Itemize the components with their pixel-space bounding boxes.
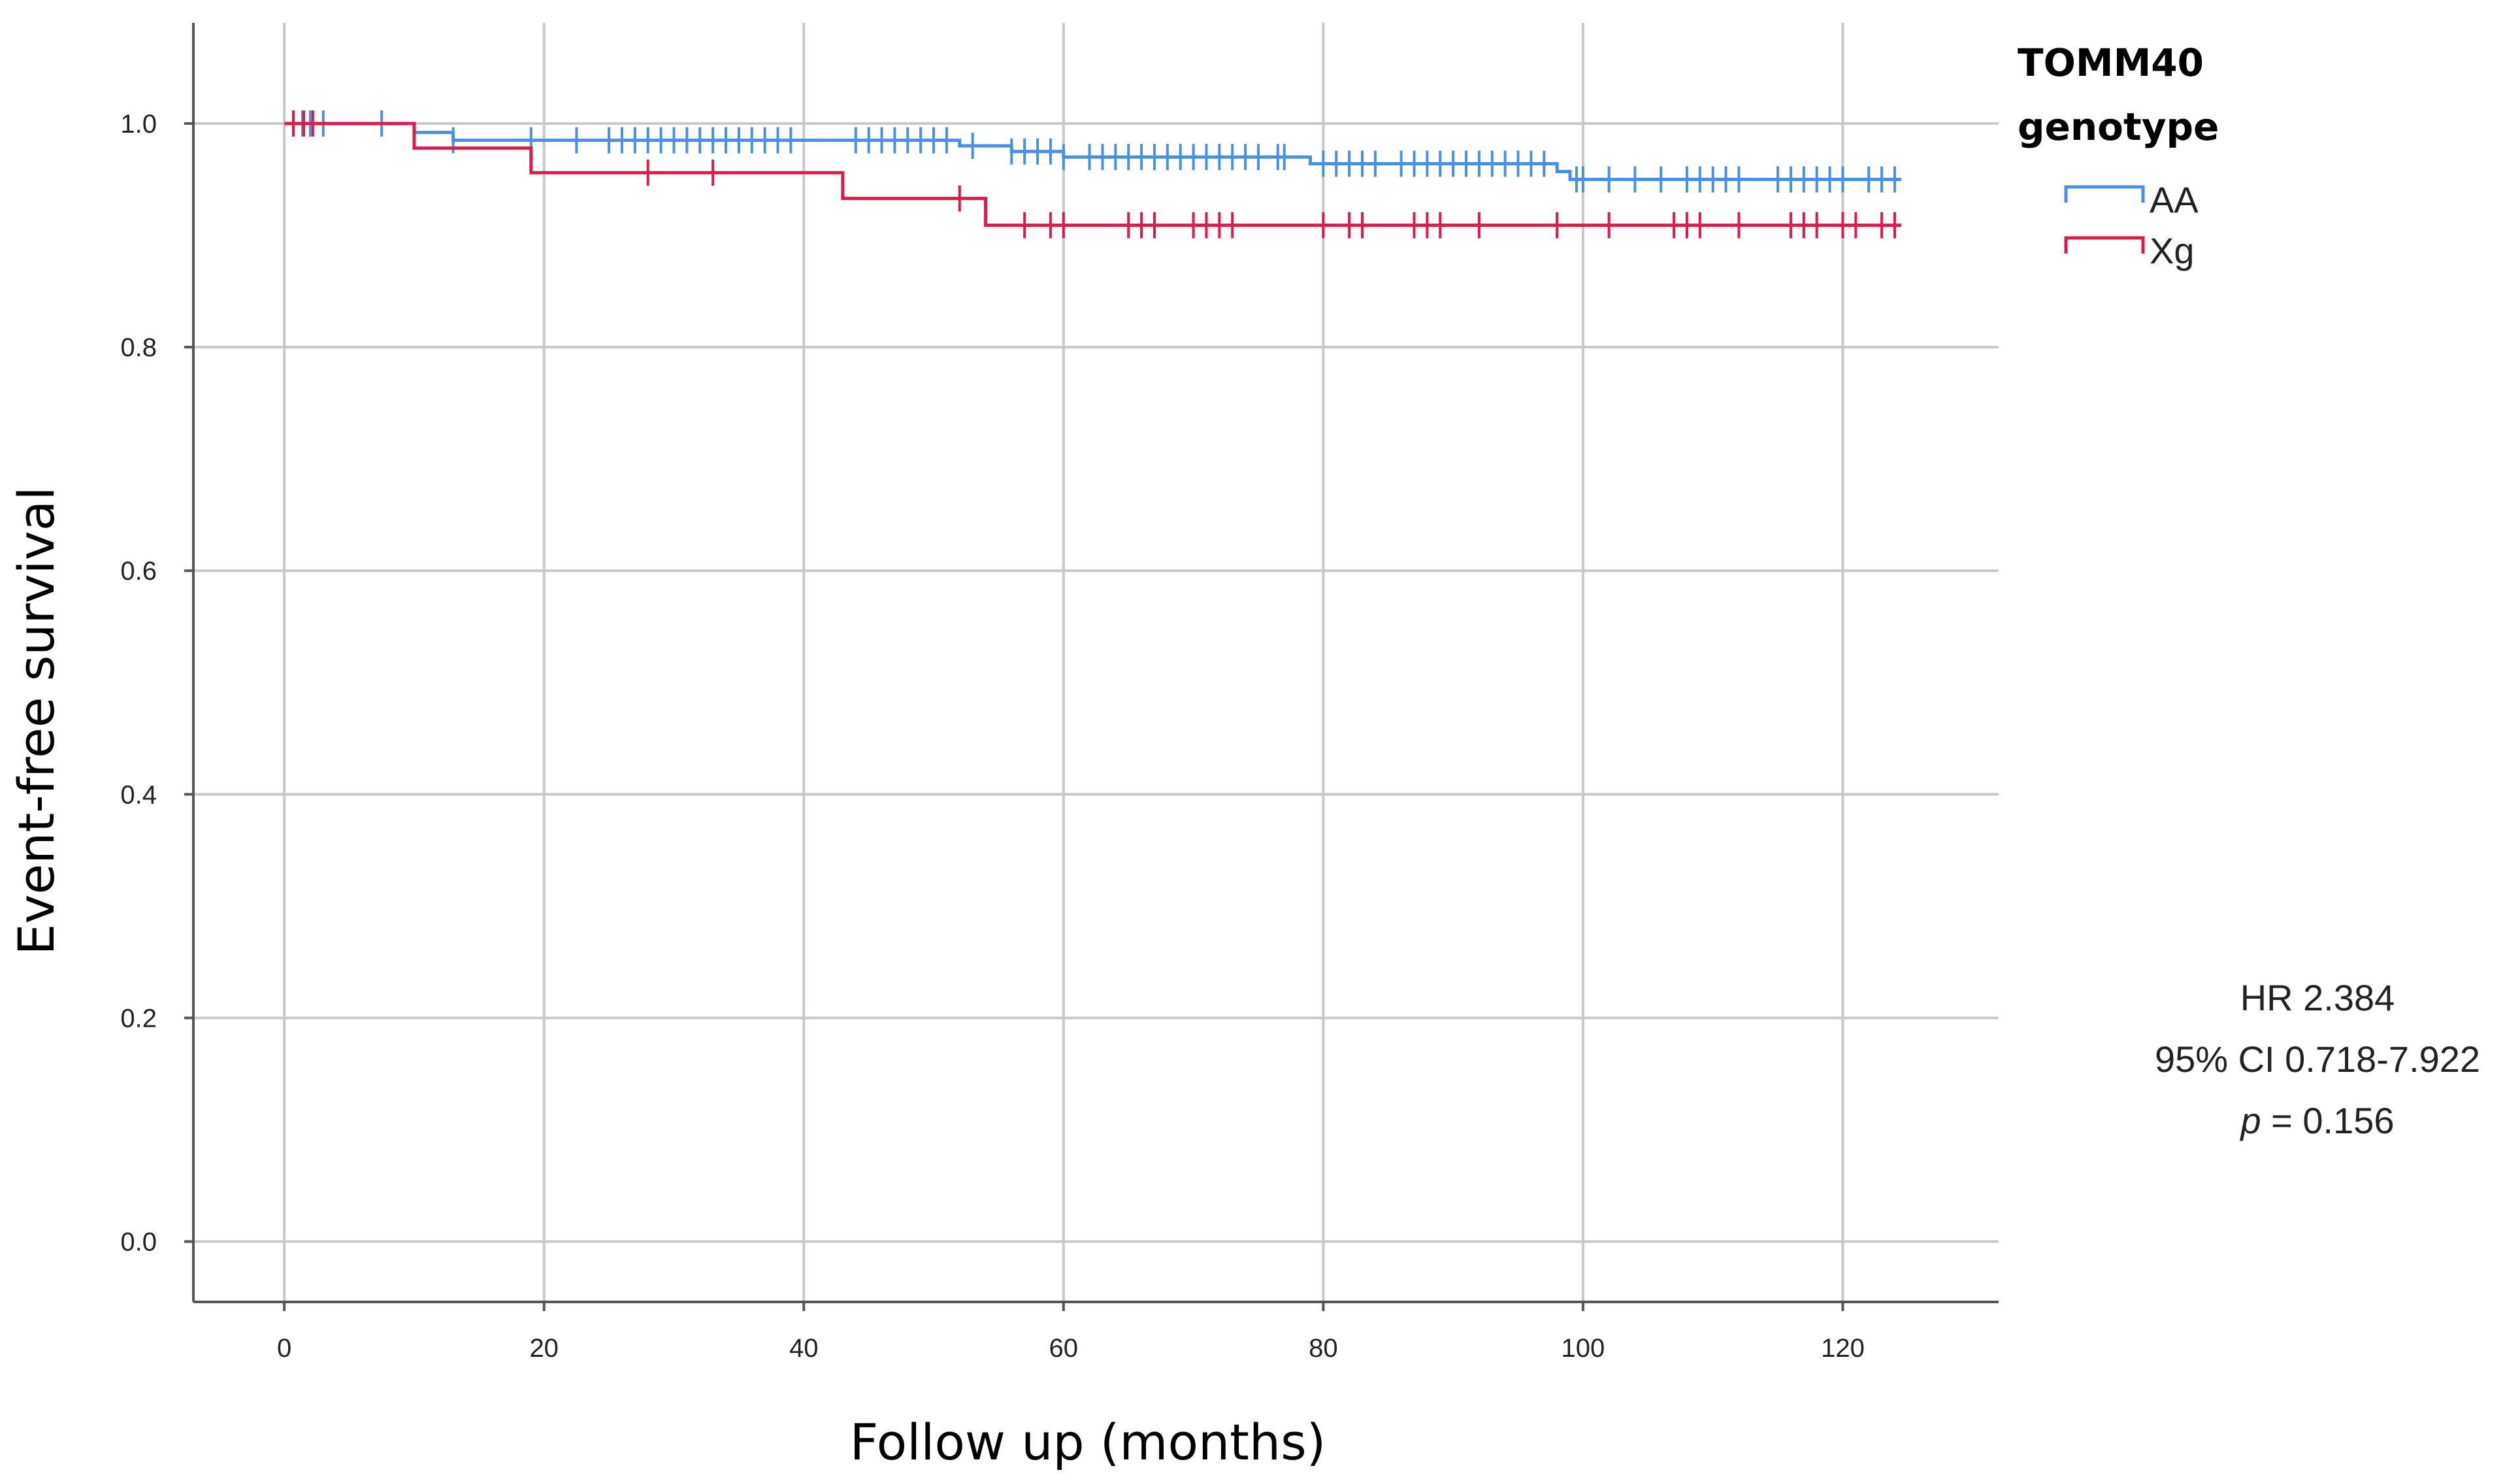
- statistics-annotation: HR 2.384 95% CI 0.718-7.922 p = 0.156: [2155, 977, 2480, 1141]
- series-aa: [284, 110, 1901, 193]
- p-value-text: p = 0.156: [2239, 1100, 2394, 1141]
- legend-title-line2: genotype: [2018, 105, 2219, 149]
- y-tick-label: 1.0: [120, 110, 157, 139]
- x-tick-label: 120: [1821, 1334, 1865, 1363]
- y-tick-label: 0.2: [120, 1004, 157, 1033]
- x-tick-label: 20: [529, 1334, 559, 1363]
- x-tick-label: 0: [277, 1334, 291, 1363]
- x-tick-label: 80: [1309, 1334, 1338, 1363]
- survival-curve-xg: [284, 122, 1901, 227]
- ticks: 0 20 40 60 80 100 120 0.0 0.2 0.4 0.6 0.8 1.0: [120, 110, 1864, 1363]
- series-layer: [284, 110, 1901, 239]
- legend-swatch-aa: [2064, 185, 2145, 203]
- y-tick-label: 0.4: [120, 780, 157, 809]
- legend-title-line1: TOMM40: [2018, 41, 2204, 85]
- grid: [193, 23, 1999, 1302]
- p-value-variable: p: [2239, 1100, 2261, 1141]
- legend-label-xg: Xg: [2150, 230, 2195, 271]
- x-tick-label: 40: [789, 1334, 819, 1363]
- legend-swatch-xg: [2064, 236, 2145, 254]
- hazard-ratio-text: HR 2.384: [2240, 977, 2395, 1018]
- p-value-rest: = 0.156: [2261, 1100, 2395, 1141]
- legend: TOMM40 genotype AA Xg: [2018, 41, 2219, 271]
- y-tick-label: 0.6: [120, 557, 157, 586]
- x-tick-label: 100: [1562, 1334, 1605, 1363]
- x-tick-label: 60: [1049, 1334, 1079, 1363]
- confidence-interval-text: 95% CI 0.718-7.922: [2155, 1039, 2480, 1080]
- axes: [192, 23, 1999, 1303]
- series-xg: [284, 110, 1901, 239]
- y-tick-label: 0.8: [120, 333, 157, 362]
- legend-label-aa: AA: [2150, 179, 2199, 220]
- y-tick-label: 0.0: [120, 1228, 157, 1257]
- y-axis-title: Event-free survival: [7, 487, 65, 956]
- plot-area-background: [193, 23, 1999, 1302]
- x-axis-title: Follow up (months): [850, 1413, 1326, 1471]
